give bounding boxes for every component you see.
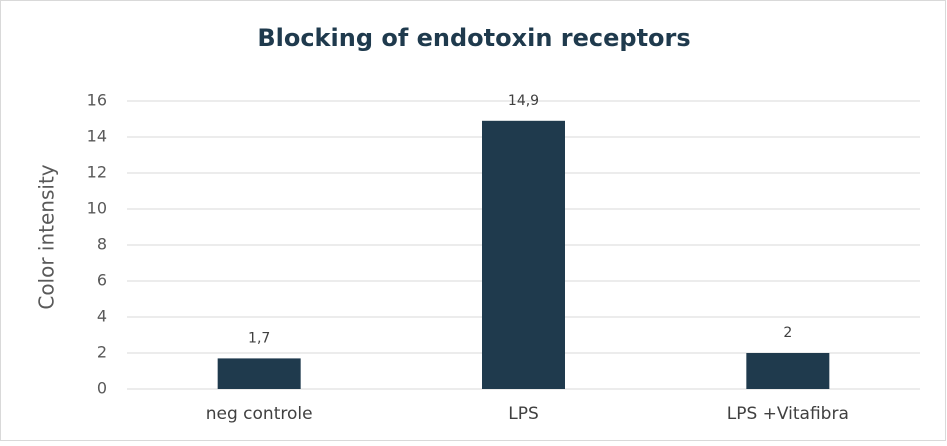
value-label: 2 <box>783 325 792 341</box>
value-label: 14,9 <box>508 93 539 109</box>
y-tick-label: 0 <box>97 379 107 398</box>
y-tick-label: 4 <box>97 307 107 326</box>
x-tick-label: LPS +Vitafibra <box>727 404 849 424</box>
x-tick-label: neg controle <box>206 404 313 424</box>
y-tick-label: 10 <box>87 199 107 218</box>
y-tick-label: 8 <box>97 235 107 254</box>
y-tick-label: 16 <box>87 91 107 110</box>
x-tick-label: LPS <box>508 404 539 424</box>
y-tick-label: 12 <box>87 163 107 182</box>
value-label: 1,7 <box>248 330 270 346</box>
bar <box>217 358 301 389</box>
y-axis-title: Color intensity <box>35 164 59 309</box>
y-tick-label: 2 <box>97 343 107 362</box>
bar <box>746 353 830 389</box>
bar <box>481 120 566 390</box>
chart-title: Blocking of endotoxin receptors <box>257 24 690 52</box>
y-tick-label: 6 <box>97 271 107 290</box>
y-tick-label: 14 <box>87 127 107 146</box>
